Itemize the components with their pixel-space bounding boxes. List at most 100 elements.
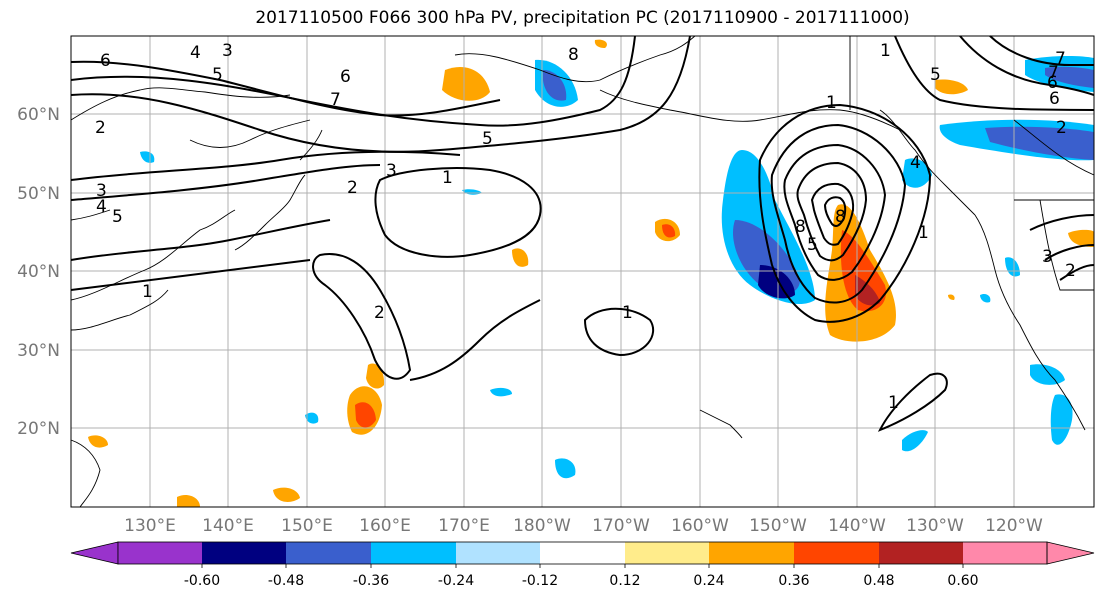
pv-contour (312, 253, 412, 380)
coastline (70, 87, 291, 121)
colorbar-label: -0.24 (438, 573, 474, 589)
coastline (879, 109, 976, 216)
precip-positive-region (88, 435, 108, 448)
precip-negative-region (902, 158, 932, 188)
lat-label: 20°N (17, 419, 60, 439)
colorbar-segment (286, 542, 371, 564)
precip-negative-region (490, 387, 512, 397)
coastline (70, 209, 236, 301)
coastline (234, 174, 306, 251)
pv-contour (810, 182, 855, 246)
precip-positive-region (177, 495, 200, 507)
precip-positive-region (662, 224, 676, 238)
contour-label: 1 (442, 168, 453, 188)
contour-label: 1 (622, 303, 633, 323)
lon-label: 160°E (359, 516, 411, 536)
lon-label: 130°W (906, 516, 964, 536)
precip-negative-region (140, 151, 155, 163)
precip-negative-region (902, 430, 928, 452)
contour-label: 5 (112, 207, 123, 227)
colorbar-segment (963, 542, 1047, 564)
precip-negative-region (305, 412, 319, 424)
precip-positive-region (1068, 229, 1094, 247)
contour-label: 1 (918, 223, 929, 243)
contour-label: 6 (340, 67, 351, 87)
pv-contours (70, 35, 1095, 432)
contour-label: 3 (1042, 247, 1053, 267)
coastline (599, 89, 901, 131)
contour-label: 8 (568, 45, 579, 65)
contour-label: 7 (330, 90, 341, 110)
precip-positive-region (855, 275, 880, 306)
lat-label: 30°N (17, 341, 60, 361)
colorbar-label: 0.12 (609, 573, 640, 589)
contour-label: 3 (386, 161, 397, 181)
precip-positive-region (273, 487, 300, 502)
contour-label: 5 (807, 235, 818, 255)
pv-contour (70, 164, 381, 201)
pv-contour (70, 219, 331, 261)
colorbar-label: -0.12 (522, 573, 558, 589)
precip-positive-region (355, 402, 376, 428)
contour-label: 2 (347, 178, 358, 198)
colorbar: -0.60 -0.48 -0.36 -0.24 -0.12 0.12 0.24 … (70, 541, 1095, 589)
precip-positive-region (366, 363, 385, 389)
coastline (70, 209, 111, 221)
lon-label: 150°E (281, 516, 333, 536)
contour-label: 8 (835, 207, 846, 227)
lon-label: 180°W (513, 516, 571, 536)
lon-label: 140°E (202, 516, 254, 536)
colorbar-segment (118, 542, 202, 564)
colorbar-segment (794, 542, 879, 564)
pv-contour (70, 150, 461, 181)
precip-negative-region (1030, 364, 1065, 385)
contour-labels: 6 4 3 5 6 7 2 3 2 5 4 5 3 1 1 2 1 1 5 8 … (95, 41, 1076, 413)
pv-contour (783, 143, 887, 281)
colorbar-label: -0.60 (184, 573, 220, 589)
lat-label: 50°N (17, 184, 60, 204)
coastline (974, 214, 1086, 431)
precip-negative-region (1050, 394, 1073, 445)
precip-negative-region (543, 70, 567, 101)
contour-label: 5 (482, 129, 493, 149)
precip-fills (88, 39, 1094, 507)
pv-contour (877, 372, 948, 432)
colorbar-segment (625, 542, 709, 564)
precip-positive-region (948, 294, 955, 300)
colorbar-label: 0.48 (863, 573, 894, 589)
coastline (1013, 119, 1095, 176)
colorbar-segment (879, 542, 963, 564)
precip-positive-region (935, 79, 968, 95)
pv-contour (796, 161, 868, 262)
contour-label: 4 (190, 43, 201, 63)
contour-label: 7 (1048, 63, 1059, 83)
colorbar-segment (456, 542, 540, 564)
coastline (699, 409, 743, 439)
lon-label: 120°W (985, 516, 1043, 536)
colorbar-label: 0.24 (693, 573, 724, 589)
precip-negative-region (980, 293, 991, 303)
precip-negative-region (1005, 257, 1020, 277)
map-border (70, 35, 1095, 508)
colorbar-label: -0.48 (268, 573, 304, 589)
pv-contour (894, 35, 1095, 111)
pv-contour (989, 35, 1094, 66)
pv-contour (70, 35, 691, 153)
contour-label: 1 (880, 41, 891, 61)
pv-contour (1044, 244, 1095, 261)
precip-positive-region (442, 66, 490, 101)
pv-contour (70, 60, 501, 117)
precip-negative-region (985, 126, 1094, 160)
contour-label: 2 (1056, 118, 1067, 138)
contour-label: 2 (95, 118, 106, 138)
contour-label: 8 (795, 217, 806, 237)
contour-label: 5 (930, 65, 941, 85)
precip-negative-region (758, 265, 795, 299)
lon-label: 130°E (124, 516, 176, 536)
colorbar-extend-low (70, 541, 119, 565)
lon-label: 140°W (828, 516, 886, 536)
contour-label: 5 (212, 65, 223, 85)
contour-label: 6 (100, 51, 111, 71)
contour-label: 4 (96, 197, 107, 217)
